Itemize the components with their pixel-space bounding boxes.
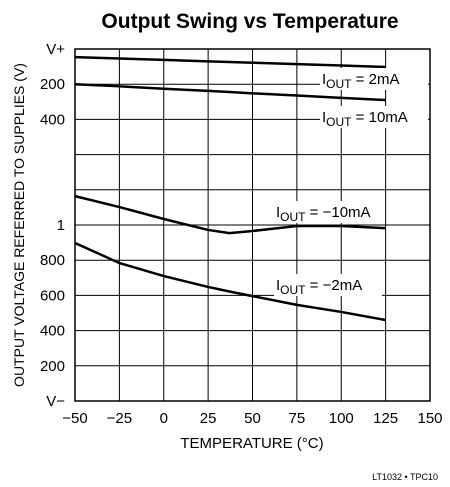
chart-title: Output Swing vs Temperature bbox=[101, 10, 398, 33]
label-background bbox=[320, 106, 428, 128]
footer: LT1032 • TPC10 bbox=[372, 472, 438, 482]
label-part: I bbox=[276, 277, 280, 294]
series-label: IOUT = 10mA bbox=[322, 109, 408, 129]
y-axis-label: OUTPUT VOLTAGE REFERRED TO SUPPLIES (V) bbox=[11, 63, 27, 387]
x-tick-label: 50 bbox=[244, 410, 261, 427]
y-tick-label: V+ bbox=[46, 41, 65, 58]
x-tick-label: 125 bbox=[373, 410, 398, 427]
x-axis-label: TEMPERATURE (°C) bbox=[180, 435, 323, 452]
label-part: I bbox=[322, 71, 326, 88]
label-part: = 2mA bbox=[352, 71, 400, 88]
y-tick-label: 400 bbox=[40, 111, 65, 128]
y-tick-label: 400 bbox=[40, 323, 65, 340]
series-label: IOUT = −2mA bbox=[276, 277, 362, 297]
series-label: IOUT = 2mA bbox=[322, 71, 399, 91]
label-part: = −2mA bbox=[306, 277, 363, 294]
x-tick-label: −50 bbox=[62, 410, 87, 427]
x-tick-label: 0 bbox=[160, 410, 168, 427]
y-tick-label: V− bbox=[46, 393, 65, 410]
label-subscript: OUT bbox=[326, 77, 352, 91]
label-background bbox=[274, 201, 382, 223]
plot-frame bbox=[74, 48, 431, 402]
y-tick-label: 200 bbox=[40, 76, 65, 93]
label-subscript: OUT bbox=[280, 210, 306, 224]
x-tick-label: 75 bbox=[289, 410, 306, 427]
label-background bbox=[320, 68, 428, 90]
series-line bbox=[74, 82, 386, 102]
y-tick-label: 800 bbox=[40, 252, 65, 269]
label-subscript: OUT bbox=[280, 283, 306, 297]
label-part: = −10mA bbox=[306, 204, 371, 221]
series-line bbox=[74, 55, 386, 69]
label-subscript: OUT bbox=[326, 115, 352, 129]
x-tick-label: 150 bbox=[417, 410, 442, 427]
y-tick-label: 600 bbox=[40, 287, 65, 304]
series-label: IOUT = −10mA bbox=[276, 204, 371, 224]
label-part: I bbox=[276, 204, 280, 221]
label-background bbox=[274, 274, 382, 296]
y-tick-label: 200 bbox=[40, 358, 65, 375]
label-part: = 10mA bbox=[352, 109, 408, 126]
x-tick-label: 100 bbox=[329, 410, 354, 427]
series-line bbox=[74, 241, 386, 322]
x-tick-label: 25 bbox=[200, 410, 217, 427]
series-line bbox=[74, 194, 386, 235]
x-tick-label: −25 bbox=[107, 410, 132, 427]
y-tick-label: 1 bbox=[57, 217, 65, 234]
label-part: I bbox=[322, 109, 326, 126]
